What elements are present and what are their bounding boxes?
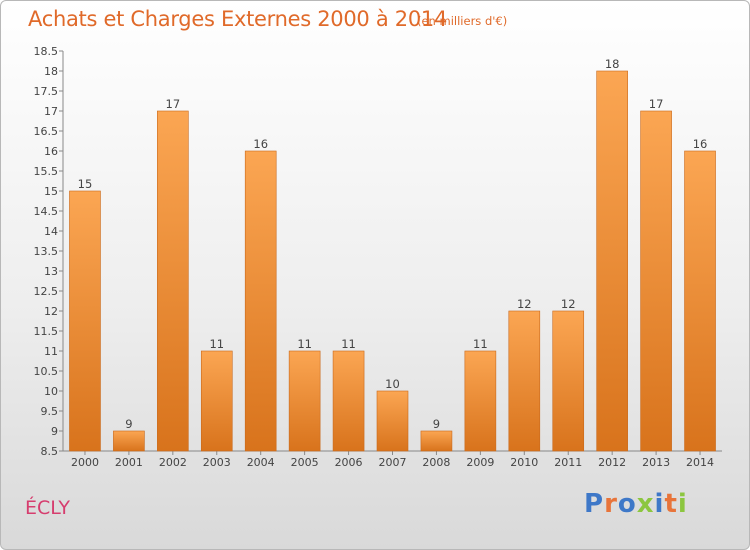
data-label-2004: 16 xyxy=(253,137,268,151)
proxiti-logo: Proxiti xyxy=(584,489,688,519)
bar-2001 xyxy=(113,430,145,452)
logo-letter: i xyxy=(677,489,688,519)
x-tick-label-2008: 2008 xyxy=(422,456,450,469)
x-tick-label-2010: 2010 xyxy=(510,456,538,469)
x-tick-label-2000: 2000 xyxy=(71,456,99,469)
bar-2005 xyxy=(288,350,321,452)
y-tick-label: 17.5 xyxy=(34,85,59,98)
x-tick-label-2005: 2005 xyxy=(291,456,319,469)
data-label-2011: 12 xyxy=(561,297,576,311)
data-label-2002: 17 xyxy=(166,97,181,111)
y-tick-label: 15 xyxy=(44,185,58,198)
logo-letter: t xyxy=(664,489,678,519)
chart-subtitle: (en milliers d'€) xyxy=(417,14,508,28)
bar-2006 xyxy=(332,350,365,452)
y-tick-label: 10 xyxy=(44,385,58,398)
bar-2002 xyxy=(157,110,189,452)
data-label-2000: 15 xyxy=(78,177,93,191)
data-label-2003: 11 xyxy=(209,337,224,351)
data-label-2009: 11 xyxy=(473,337,488,351)
data-label-2014: 16 xyxy=(693,137,708,151)
data-label-2007: 10 xyxy=(385,377,400,391)
bar-2012 xyxy=(596,70,628,452)
x-tick-label-2003: 2003 xyxy=(203,456,231,469)
data-label-2001: 9 xyxy=(125,417,132,431)
chart-labels: 15 2000 9 2001 17 2002 11 2003 16 2004 11 2005 11 200… xyxy=(71,57,714,469)
data-label-2008: 9 xyxy=(433,417,440,431)
x-tick-label-2012: 2012 xyxy=(598,456,626,469)
bar-2009 xyxy=(464,350,497,452)
y-tick-label: 16.5 xyxy=(34,125,59,138)
y-tick-label: 18.5 xyxy=(34,45,59,58)
bar-2011 xyxy=(552,310,585,452)
chart-axes: 8.5 9 9.5 10 10.5 11 11.5 12 12.5 13 13.5 14 14.5 15 1… xyxy=(34,45,722,458)
y-tick-label: 8.5 xyxy=(41,445,59,458)
y-tick-label: 10.5 xyxy=(34,365,59,378)
x-tick-label-2011: 2011 xyxy=(554,456,582,469)
bar-2008 xyxy=(420,430,453,452)
x-tick-label-2002: 2002 xyxy=(159,456,187,469)
y-tick-label: 14.5 xyxy=(34,205,59,218)
y-tick-label: 15.5 xyxy=(34,165,59,178)
y-tick-label: 9.5 xyxy=(41,405,59,418)
x-tick-label-2006: 2006 xyxy=(335,456,363,469)
logo-letter: i xyxy=(654,489,665,519)
x-tick-label-2014: 2014 xyxy=(686,456,714,469)
y-tick-label: 13 xyxy=(44,265,58,278)
y-tick-label: 11.5 xyxy=(34,325,59,338)
logo-letter: x xyxy=(636,489,655,519)
y-tick-label: 13.5 xyxy=(34,245,59,258)
commune-name: ÉCLY xyxy=(25,497,70,519)
logo-letter: r xyxy=(604,489,618,519)
bar-2004 xyxy=(244,150,277,452)
bar-2014 xyxy=(684,150,716,452)
chart-bars xyxy=(69,70,716,452)
bar-2010 xyxy=(508,310,541,452)
logo-letter: P xyxy=(584,489,605,519)
x-tick-label-2001: 2001 xyxy=(115,456,143,469)
data-label-2005: 11 xyxy=(297,337,312,351)
data-label-2012: 18 xyxy=(605,57,620,71)
x-tick-label-2013: 2013 xyxy=(642,456,670,469)
y-tick-label: 18 xyxy=(44,65,58,78)
y-tick-label: 16 xyxy=(44,145,58,158)
data-label-2006: 11 xyxy=(341,337,356,351)
chart-title: Achats et Charges Externes 2000 à 2014 xyxy=(28,7,448,31)
x-tick-label-2007: 2007 xyxy=(379,456,407,469)
x-tick-label-2009: 2009 xyxy=(466,456,494,469)
y-tick-label: 11 xyxy=(44,345,58,358)
bar-2007 xyxy=(376,390,409,452)
y-tick-label: 14 xyxy=(44,225,58,238)
y-tick-label: 9 xyxy=(51,425,58,438)
logo-letter: o xyxy=(617,489,637,519)
x-tick-label-2004: 2004 xyxy=(247,456,275,469)
bar-2013 xyxy=(640,110,672,452)
bar-2000 xyxy=(69,190,101,452)
y-tick-label: 17 xyxy=(44,105,58,118)
y-tick-label: 12.5 xyxy=(34,285,59,298)
data-label-2010: 12 xyxy=(517,297,532,311)
data-label-2013: 17 xyxy=(649,97,664,111)
y-tick-label: 12 xyxy=(44,305,58,318)
bar-2003 xyxy=(200,350,233,452)
